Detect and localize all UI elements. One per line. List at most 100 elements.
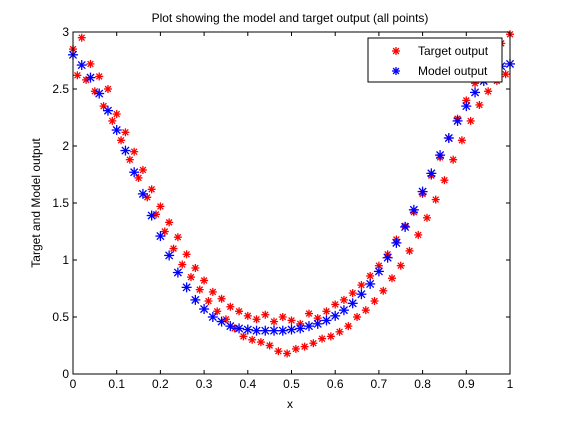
target-point bbox=[195, 285, 204, 294]
model-point bbox=[338, 305, 349, 316]
target-point bbox=[208, 287, 217, 296]
target-point bbox=[186, 273, 195, 282]
target-point bbox=[134, 173, 143, 182]
target-point bbox=[213, 307, 222, 316]
y-tick-label: 0 bbox=[62, 367, 69, 381]
target-point bbox=[239, 332, 248, 341]
model-point bbox=[330, 310, 341, 321]
model-point bbox=[382, 252, 393, 263]
target-point bbox=[335, 327, 344, 336]
target-point bbox=[414, 230, 423, 239]
target-point bbox=[121, 128, 130, 137]
model-point bbox=[111, 125, 122, 136]
model-point bbox=[164, 250, 175, 261]
model-point bbox=[85, 72, 96, 83]
target-point bbox=[357, 281, 366, 290]
legend-label-model: Model output bbox=[418, 64, 488, 78]
model-point bbox=[286, 324, 297, 335]
y-tick-label: 1 bbox=[62, 253, 69, 267]
target-point bbox=[449, 155, 458, 164]
target-point bbox=[217, 294, 226, 303]
model-point bbox=[400, 221, 411, 232]
model-point bbox=[190, 294, 201, 305]
model-point bbox=[295, 323, 306, 334]
target-point bbox=[138, 165, 147, 174]
target-point bbox=[344, 322, 353, 331]
target-point bbox=[431, 195, 440, 204]
model-point bbox=[426, 168, 437, 179]
target-point bbox=[278, 313, 287, 321]
target-point bbox=[95, 72, 104, 81]
legend-model-marker bbox=[392, 67, 400, 75]
target-point bbox=[466, 116, 475, 125]
model-point bbox=[470, 87, 481, 98]
model-point bbox=[373, 266, 384, 277]
model-point bbox=[155, 231, 166, 242]
legend-label-target: Target output bbox=[418, 44, 489, 58]
target-point bbox=[191, 263, 200, 272]
model-point bbox=[269, 325, 280, 336]
x-tick-label: 0.8 bbox=[414, 377, 431, 391]
target-point bbox=[112, 110, 121, 119]
target-point bbox=[169, 244, 178, 253]
target-point bbox=[484, 87, 493, 96]
x-tick-label: 1 bbox=[507, 377, 514, 391]
target-point bbox=[86, 59, 95, 68]
model-point bbox=[461, 101, 472, 112]
y-tick-label: 0.5 bbox=[52, 310, 69, 324]
model-point bbox=[146, 210, 157, 221]
target-point bbox=[339, 295, 348, 304]
target-point bbox=[204, 297, 213, 306]
target-point bbox=[270, 317, 279, 326]
model-point bbox=[207, 312, 218, 322]
model-point bbox=[260, 325, 271, 336]
model-point bbox=[120, 145, 131, 156]
target-point bbox=[261, 310, 270, 319]
target-point bbox=[322, 307, 331, 316]
target-point bbox=[103, 85, 112, 93]
target-point bbox=[130, 147, 139, 156]
target-point bbox=[248, 335, 257, 344]
model-point bbox=[137, 188, 148, 199]
y-tick-label: 1.5 bbox=[52, 196, 69, 210]
target-point bbox=[226, 302, 235, 311]
model-point bbox=[251, 325, 262, 336]
target-point bbox=[309, 339, 318, 348]
target-point bbox=[287, 316, 296, 325]
model-point bbox=[417, 186, 428, 197]
target-point bbox=[440, 176, 449, 185]
legend-target-marker bbox=[392, 47, 400, 55]
target-point bbox=[252, 315, 261, 324]
target-point bbox=[475, 100, 484, 109]
target-point bbox=[422, 213, 431, 222]
target-point bbox=[283, 349, 292, 358]
target-point bbox=[388, 274, 397, 283]
target-point bbox=[143, 193, 152, 202]
target-point bbox=[235, 307, 244, 316]
x-tick-label: 0.9 bbox=[458, 377, 475, 391]
target-point bbox=[405, 246, 414, 255]
target-point bbox=[173, 233, 182, 242]
target-point bbox=[77, 33, 86, 42]
model-point bbox=[277, 325, 288, 336]
target-point bbox=[165, 218, 174, 227]
target-point bbox=[243, 311, 252, 320]
target-point bbox=[361, 306, 370, 315]
target-point bbox=[265, 341, 274, 350]
model-point bbox=[303, 321, 314, 332]
target-point bbox=[200, 276, 209, 285]
legend: Target output Model output bbox=[367, 37, 503, 83]
legend-box bbox=[367, 37, 503, 83]
target-point bbox=[331, 300, 340, 309]
target-point bbox=[73, 71, 82, 80]
model-point bbox=[242, 324, 253, 335]
target-point bbox=[304, 309, 313, 318]
target-point bbox=[291, 344, 300, 353]
legend-marker-target bbox=[392, 47, 400, 55]
y-tick-label: 2 bbox=[62, 139, 69, 153]
target-point bbox=[274, 347, 283, 356]
y-axis-ticks: 0 0.5 1 1.5 2 2.5 3 bbox=[52, 25, 510, 381]
x-tick-label: 0.6 bbox=[327, 377, 344, 391]
model-point bbox=[347, 298, 358, 309]
